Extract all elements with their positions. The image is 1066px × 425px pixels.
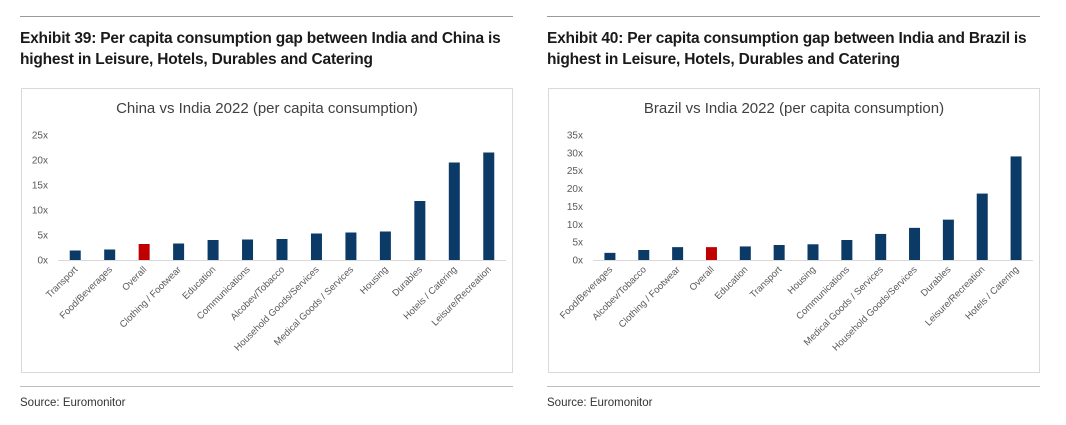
x-tick-label: Overall bbox=[688, 264, 717, 293]
bar-durables bbox=[942, 219, 954, 260]
y-tick-label: 0x bbox=[37, 256, 48, 267]
bar-education bbox=[739, 246, 751, 260]
bar-household-goods-services bbox=[909, 227, 921, 260]
bar-communications bbox=[841, 240, 853, 260]
bar-housing bbox=[379, 231, 391, 260]
x-tick-label: Clothing / Footwear bbox=[118, 264, 184, 330]
exhibit-39-panel: Exhibit 39: Per capita consumption gap b… bbox=[20, 0, 513, 425]
bar-clothing-footwear bbox=[173, 243, 185, 260]
china-vs-india-bar-chart: China vs India 2022 (per capita consumpt… bbox=[32, 100, 506, 354]
bar-hotels-catering bbox=[1010, 156, 1022, 260]
y-tick-label: 25x bbox=[567, 166, 583, 177]
x-tick-label: Overall bbox=[120, 264, 149, 293]
x-tick-label: Durables bbox=[919, 264, 954, 299]
y-tick-label: 25x bbox=[32, 131, 48, 142]
bar-food-beverages bbox=[604, 252, 616, 260]
x-tick-label: Transport bbox=[748, 264, 785, 301]
x-tick-label: Housing bbox=[786, 264, 818, 296]
bar-communications bbox=[242, 239, 254, 260]
bar-alcobev-tobacco bbox=[638, 250, 650, 260]
y-tick-label: 0x bbox=[572, 256, 583, 267]
x-tick-label: Durables bbox=[390, 264, 425, 299]
brazil-vs-india-bar-chart: Brazil vs India 2022 (per capita consump… bbox=[558, 100, 1033, 354]
bar-food-beverages bbox=[104, 249, 116, 260]
bar-medical-goods-services bbox=[345, 232, 357, 260]
x-tick-label: Education bbox=[713, 264, 751, 302]
bar-leisure-recreation bbox=[483, 152, 495, 260]
bar-education bbox=[207, 240, 219, 260]
y-tick-label: 5x bbox=[37, 231, 48, 242]
y-tick-label: 20x bbox=[32, 156, 48, 167]
chart-title: Brazil vs India 2022 (per capita consump… bbox=[644, 100, 944, 117]
chart-title: China vs India 2022 (per capita consumpt… bbox=[116, 100, 418, 117]
x-tick-label: Leisure/Recreation bbox=[923, 264, 987, 328]
bottom-divider bbox=[20, 386, 513, 387]
bottom-divider bbox=[547, 386, 1040, 387]
bar-durables bbox=[414, 201, 426, 260]
x-tick-label: Clothing / Footwear bbox=[617, 264, 683, 330]
bar-medical-goods-services bbox=[875, 233, 887, 260]
bar-transport bbox=[773, 245, 785, 260]
y-tick-label: 15x bbox=[567, 202, 583, 213]
bar-hotels-catering bbox=[448, 162, 460, 260]
x-tick-label: Housing bbox=[358, 264, 390, 296]
bar-overall bbox=[705, 247, 717, 260]
bar-transport bbox=[69, 250, 81, 260]
bar-housing bbox=[807, 244, 819, 260]
bar-alcobev-tobacco bbox=[276, 239, 288, 260]
bar-leisure-recreation bbox=[976, 193, 988, 260]
y-tick-label: 10x bbox=[567, 220, 583, 231]
chart-frame: Brazil vs India 2022 (per capita consump… bbox=[548, 88, 1040, 373]
top-divider bbox=[20, 16, 513, 17]
exhibit-40-panel: Exhibit 40: Per capita consumption gap b… bbox=[547, 0, 1040, 425]
y-tick-label: 35x bbox=[567, 131, 583, 142]
top-divider bbox=[547, 16, 1040, 17]
bar-overall bbox=[138, 244, 150, 260]
x-tick-label: Leisure/Recreation bbox=[430, 264, 494, 328]
y-tick-label: 15x bbox=[32, 181, 48, 192]
chart-frame: China vs India 2022 (per capita consumpt… bbox=[21, 88, 513, 373]
bar-household-goods-services bbox=[310, 233, 322, 260]
y-tick-label: 20x bbox=[567, 184, 583, 195]
y-tick-label: 30x bbox=[567, 148, 583, 159]
bar-clothing-footwear bbox=[672, 247, 684, 260]
source-note: Source: Euromonitor bbox=[20, 397, 126, 409]
y-tick-label: 10x bbox=[32, 206, 48, 217]
source-note: Source: Euromonitor bbox=[547, 397, 653, 409]
exhibit-title: Exhibit 39: Per capita consumption gap b… bbox=[20, 30, 501, 68]
y-tick-label: 5x bbox=[572, 238, 583, 249]
exhibit-title: Exhibit 40: Per capita consumption gap b… bbox=[547, 30, 1027, 68]
